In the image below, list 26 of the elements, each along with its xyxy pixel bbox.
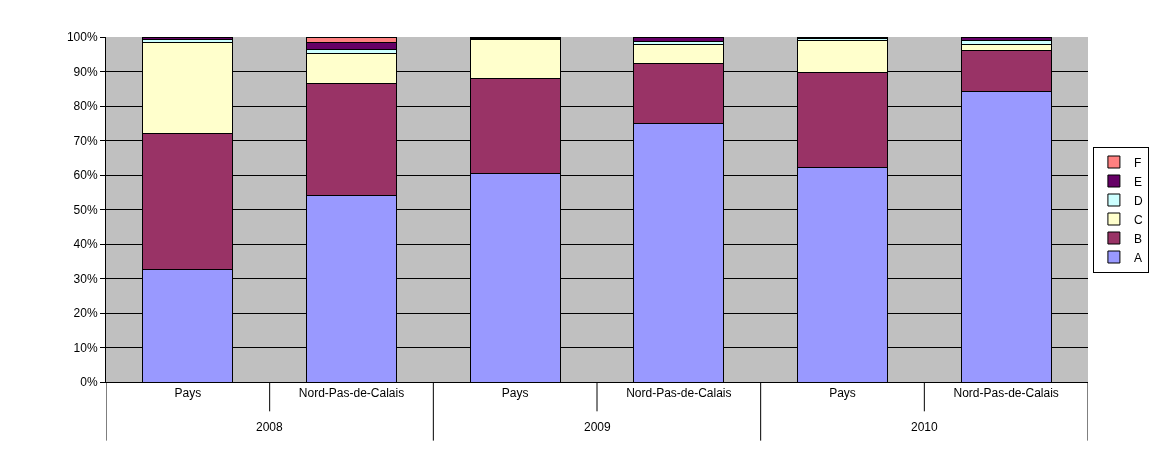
y-tick-label: 0% (80, 375, 98, 390)
text: 2008 (256, 420, 284, 434)
text: 2009 (584, 420, 612, 434)
y-tick-label: 90% (73, 64, 98, 79)
y-tick-label: 20% (73, 306, 98, 321)
legend-label: E (1133, 174, 1142, 189)
y-tick-label: 100% (66, 30, 98, 45)
x-tick-label: Nord-Pas-de-Calais (626, 386, 732, 401)
y-tick-label: 70% (73, 133, 98, 148)
y-tick-label: 40% (73, 237, 98, 252)
y-tick-label: 80% (73, 99, 98, 114)
x-tick-label: Nord-Pas-de-Calais (298, 386, 405, 401)
y-tick-label: 60% (73, 168, 98, 183)
x-tick-label: Nord-Pas-de-Calais (953, 386, 1059, 401)
text: 2010 (911, 420, 939, 434)
y-tick-label: 10% (73, 340, 98, 355)
x-tick-label: Pays (501, 386, 529, 401)
legend-label: D (1133, 193, 1143, 208)
x-tick-label: Pays (829, 386, 856, 401)
x-tick-label: Pays (174, 386, 202, 401)
y-tick-label: 50% (73, 202, 98, 217)
legend-label: F (1133, 155, 1142, 170)
legend-label: A (1133, 250, 1142, 265)
y-tick-label: 30% (73, 271, 98, 286)
legend-label: B (1133, 231, 1142, 246)
legend-label: C (1133, 212, 1143, 227)
